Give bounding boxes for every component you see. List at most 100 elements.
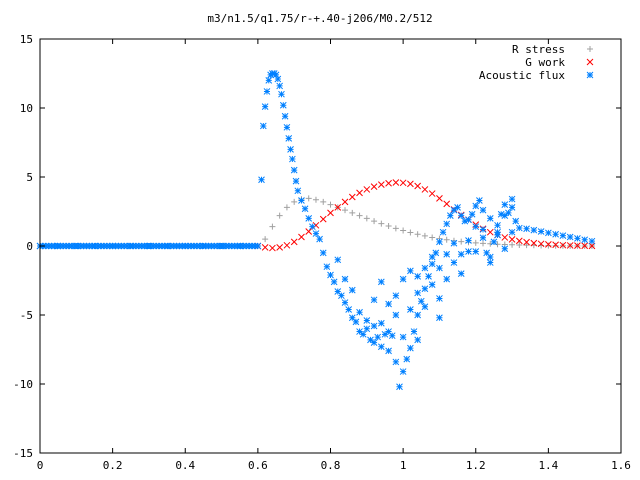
point-acoustic-flux (345, 306, 353, 313)
legend-label-r-stress: R stress (512, 43, 565, 56)
point-r-stress (392, 225, 399, 232)
point-r-stress (312, 196, 319, 203)
point-acoustic-flux (465, 248, 472, 255)
point-g-work (370, 183, 378, 191)
point-acoustic-flux (323, 263, 331, 271)
point-g-work (298, 233, 305, 241)
point-acoustic-flux (261, 103, 269, 110)
point-acoustic-flux (396, 383, 403, 391)
point-g-work (276, 244, 284, 251)
point-acoustic-flux (421, 303, 429, 311)
point-g-work (436, 195, 443, 202)
point-g-work (414, 182, 422, 190)
point-g-work (428, 190, 436, 197)
point-acoustic-flux (476, 197, 483, 204)
point-acoustic-flux (334, 288, 342, 295)
point-acoustic-flux (385, 347, 392, 355)
point-acoustic-flux (479, 206, 487, 214)
point-r-stress (400, 227, 407, 234)
y-tick-label: 15 (20, 33, 33, 46)
point-acoustic-flux (581, 236, 589, 244)
point-r-stress (472, 239, 479, 246)
point-r-stress (509, 241, 516, 248)
series-acoustic-flux (36, 70, 596, 391)
point-acoustic-flux (403, 355, 411, 363)
point-acoustic-flux (127, 242, 135, 250)
point-acoustic-flux (588, 237, 596, 245)
point-acoustic-flux (479, 234, 487, 242)
legend-marker-acoustic-flux (586, 71, 594, 79)
point-acoustic-flux (421, 264, 429, 272)
point-acoustic-flux (530, 226, 538, 234)
point-r-stress (320, 198, 327, 205)
point-acoustic-flux (436, 238, 443, 246)
point-acoustic-flux (385, 300, 392, 308)
point-acoustic-flux (236, 242, 244, 250)
point-r-stress (516, 242, 523, 249)
point-acoustic-flux (494, 228, 501, 236)
point-g-work (327, 209, 334, 217)
point-acoustic-flux (505, 209, 512, 217)
point-acoustic-flux (109, 242, 116, 250)
point-acoustic-flux (414, 336, 422, 344)
point-acoustic-flux (432, 249, 440, 257)
point-acoustic-flux (501, 245, 509, 253)
point-r-stress (327, 201, 334, 208)
point-acoustic-flux (377, 319, 385, 327)
point-acoustic-flux (457, 212, 465, 219)
point-acoustic-flux (294, 187, 302, 195)
point-acoustic-flux (574, 235, 581, 242)
point-r-stress (414, 231, 421, 238)
point-acoustic-flux (279, 101, 287, 109)
point-g-work (290, 238, 298, 246)
point-g-work (515, 237, 523, 245)
point-acoustic-flux (439, 228, 447, 236)
point-r-stress (283, 204, 290, 211)
point-acoustic-flux (461, 217, 469, 225)
point-g-work (407, 180, 414, 188)
point-acoustic-flux (407, 306, 414, 313)
point-acoustic-flux (276, 82, 284, 90)
point-acoustic-flux (163, 242, 171, 250)
point-acoustic-flux (486, 215, 494, 222)
point-acoustic-flux (367, 336, 374, 344)
point-acoustic-flux (494, 221, 501, 229)
point-r-stress (291, 198, 298, 205)
point-acoustic-flux (414, 273, 422, 280)
point-g-work (537, 240, 545, 248)
point-acoustic-flux (356, 328, 363, 335)
point-g-work (283, 241, 291, 249)
point-g-work (508, 236, 516, 243)
point-acoustic-flux (292, 177, 300, 185)
x-tick-label: 0.4 (175, 459, 195, 472)
point-acoustic-flux (414, 289, 422, 297)
point-acoustic-flux (388, 332, 396, 340)
point-acoustic-flux (417, 297, 425, 305)
point-r-stress (443, 236, 450, 243)
point-acoustic-flux (91, 242, 98, 250)
point-acoustic-flux (537, 228, 545, 235)
point-acoustic-flux (501, 201, 509, 208)
point-g-work (530, 239, 538, 247)
point-acoustic-flux (348, 286, 356, 294)
x-tick-label: 1.6 (611, 459, 631, 472)
point-g-work (581, 242, 589, 250)
point-g-work (341, 198, 349, 206)
legend-marker-glyph (587, 46, 593, 52)
point-r-stress (545, 242, 552, 249)
point-acoustic-flux (327, 271, 334, 279)
point-r-stress (269, 223, 276, 230)
point-acoustic-flux (352, 318, 360, 326)
point-acoustic-flux (298, 197, 305, 204)
point-g-work (421, 186, 429, 193)
point-acoustic-flux (145, 242, 153, 250)
point-acoustic-flux (443, 250, 451, 258)
legend-marker-g-work (586, 58, 594, 66)
x-tick-label: 0.8 (321, 459, 341, 472)
point-r-stress (494, 241, 501, 248)
point-acoustic-flux (465, 216, 472, 224)
point-g-work (545, 240, 552, 248)
point-acoustic-flux (283, 123, 291, 131)
point-acoustic-flux (377, 278, 385, 286)
